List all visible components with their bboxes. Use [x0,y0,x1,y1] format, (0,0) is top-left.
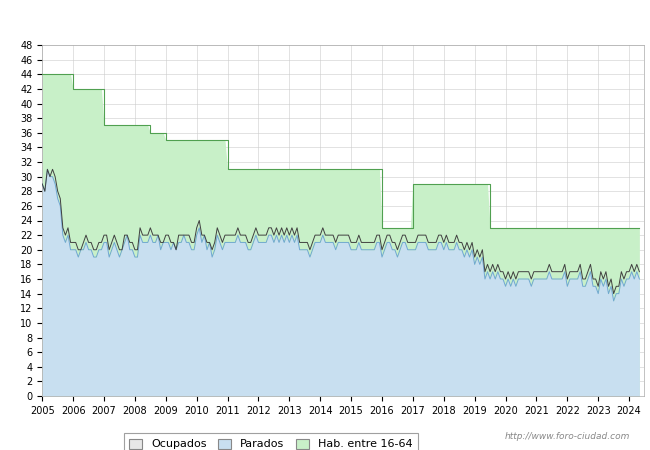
Text: http://www.foro-ciudad.com: http://www.foro-ciudad.com [505,432,630,441]
Legend: Ocupados, Parados, Hab. entre 16-64: Ocupados, Parados, Hab. entre 16-64 [124,433,418,450]
Text: Fuentebureba - Evolucion de la poblacion en edad de Trabajar Mayo de 2024: Fuentebureba - Evolucion de la poblacion… [84,12,566,25]
